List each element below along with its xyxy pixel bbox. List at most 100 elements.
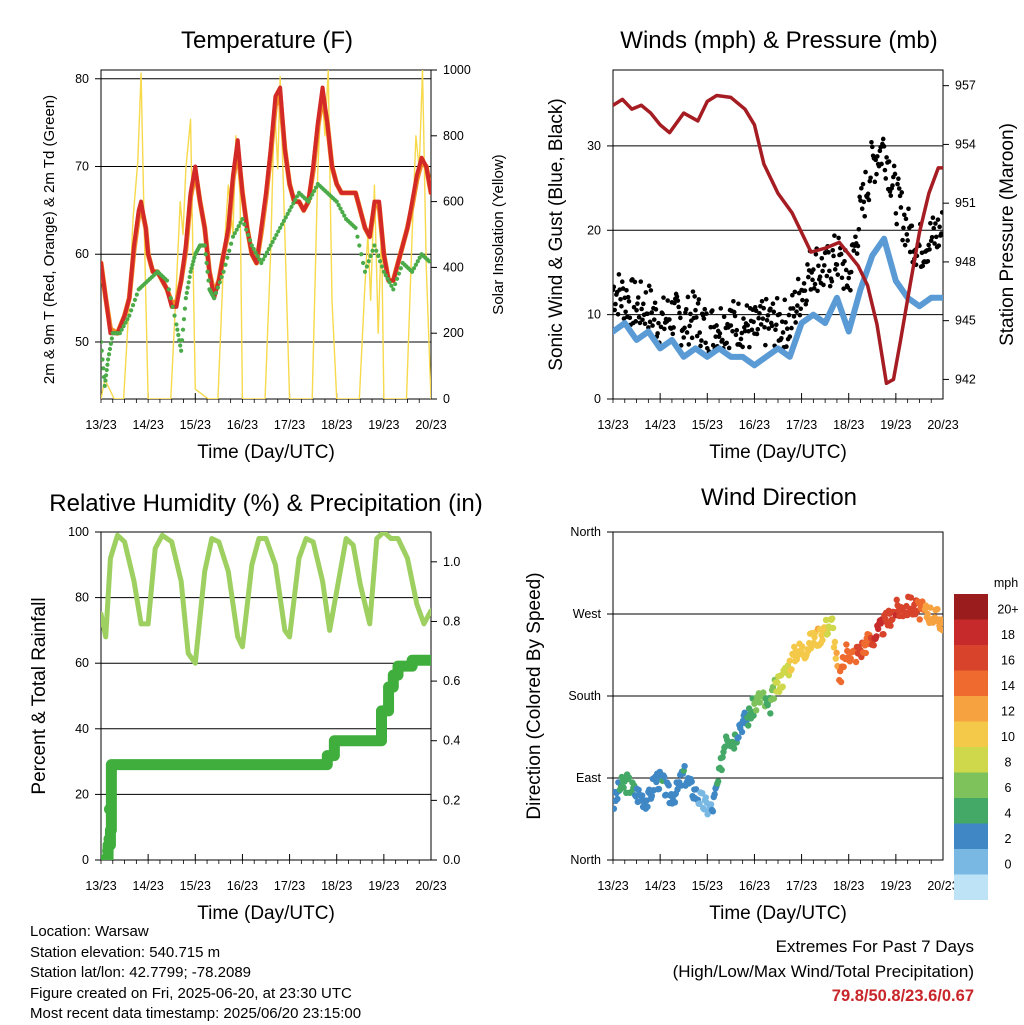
- gust-point: [789, 325, 794, 331]
- dewpoint-point: [127, 313, 132, 318]
- dewpoint-point: [234, 227, 239, 232]
- temperature-ylabel: 2m & 9m T (Red, Orange) & 2m Td (Green): [41, 95, 58, 384]
- humidity-xtick-label: 20/23: [415, 879, 446, 893]
- dewpoint-point: [123, 320, 128, 325]
- gust-point: [693, 307, 698, 313]
- gust-point: [893, 211, 899, 216]
- dewpoint-point: [101, 339, 104, 345]
- gust-point: [652, 300, 658, 306]
- gust-point: [674, 294, 680, 299]
- dewpoint-point: [238, 220, 243, 225]
- dewpoint-point: [417, 255, 422, 260]
- dewpoint-point: [101, 348, 104, 353]
- temperature-y2tick-label: 1000: [443, 63, 471, 77]
- dewpoint-point: [119, 327, 124, 332]
- gust-point: [636, 314, 642, 320]
- dewpoint-point: [259, 260, 264, 266]
- gust-point: [811, 267, 816, 272]
- wind-direction-points-group: [613, 593, 943, 818]
- gust-point: [906, 206, 911, 212]
- dewpoint-point: [202, 243, 207, 248]
- gust-point: [762, 325, 767, 330]
- gust-point: [873, 157, 878, 163]
- gust-point: [925, 258, 931, 264]
- temperature-xtick-label: 13/23: [85, 418, 116, 432]
- dewpoint-point: [274, 232, 279, 238]
- humidity-ytick-label: 80: [75, 591, 89, 605]
- gust-point: [866, 197, 872, 203]
- speed-legend-swatch: [954, 874, 988, 900]
- wind-direction-point: [752, 707, 760, 714]
- gust-point: [732, 313, 738, 319]
- gust-point: [734, 327, 740, 333]
- gust-point: [780, 330, 786, 335]
- speed-legend-swatch: [954, 798, 988, 824]
- gust-point: [769, 323, 775, 329]
- gust-point: [692, 294, 697, 299]
- dewpoint-point: [268, 243, 273, 248]
- wind-direction-point: [750, 712, 757, 719]
- wind_direction-xtick-label: 15/23: [692, 879, 723, 893]
- humidity-xtick-label: 15/23: [180, 879, 211, 893]
- dewpoint-point: [174, 322, 179, 327]
- dewpoint-point: [229, 241, 234, 246]
- wind_direction-xtick-label: 14/23: [645, 879, 676, 893]
- speed-legend-label: 6: [1005, 781, 1012, 795]
- gust-point: [635, 295, 641, 300]
- dewpoint-point: [342, 213, 347, 218]
- gust-point: [853, 234, 858, 240]
- gust-point: [795, 303, 800, 308]
- wind-direction-point: [903, 602, 910, 610]
- temperature-ytick-label: 80: [75, 72, 89, 86]
- gust-point: [795, 276, 801, 282]
- dewpoint-point: [168, 296, 173, 301]
- gust-point: [834, 262, 840, 267]
- gust-point: [694, 315, 699, 320]
- gust-point: [745, 322, 750, 328]
- humidity-y2tick-label: 0.6: [443, 674, 460, 688]
- speed-legend-label: 12: [1001, 705, 1015, 719]
- wind-direction-point: [655, 785, 663, 793]
- speed-legend-swatch: [954, 721, 988, 747]
- wind-direction-point: [620, 784, 627, 791]
- dewpoint-point: [175, 327, 180, 332]
- winds-y2tick-label: 954: [955, 137, 976, 151]
- dewpoint-point: [285, 211, 290, 216]
- speed-legend-label: 10: [1001, 730, 1015, 744]
- gust-point: [779, 335, 784, 341]
- winds-xtick-label: 20/23: [927, 418, 958, 432]
- dewpoint-point: [295, 194, 300, 199]
- gust-point: [909, 223, 915, 229]
- temperature-title: Temperature (F): [181, 27, 353, 54]
- gust-point: [763, 342, 768, 348]
- gust-point: [676, 304, 681, 310]
- dewpoint-point: [188, 269, 193, 274]
- winds-ytick-label: 30: [587, 139, 601, 153]
- dewpoint-point: [361, 260, 366, 266]
- winds-ytick-label: 0: [594, 392, 601, 406]
- gust-point: [688, 311, 693, 317]
- wind-direction-point: [798, 643, 806, 650]
- gust-point: [931, 225, 937, 231]
- gust-point: [875, 154, 880, 159]
- gust-point: [738, 336, 744, 342]
- dewpoint-point: [104, 367, 109, 373]
- gust-point: [790, 292, 795, 298]
- gust-point: [731, 298, 736, 304]
- gust-point: [672, 300, 677, 306]
- humidity-xtick-label: 18/23: [321, 879, 352, 893]
- wind-direction-point: [779, 683, 786, 690]
- dewpoint-point: [179, 348, 184, 353]
- dewpoint-point: [164, 278, 170, 283]
- gust-point: [704, 311, 709, 316]
- gust-point: [683, 306, 689, 312]
- gust-point: [699, 338, 704, 343]
- gust-point: [717, 331, 723, 336]
- dewpoint-point: [221, 269, 226, 274]
- dewpoint-point: [276, 229, 281, 234]
- temperature-xtick-label: 20/23: [415, 418, 446, 432]
- wind-direction-point: [819, 636, 826, 644]
- gust-point: [797, 312, 803, 318]
- speed-legend-swatch: [954, 747, 988, 773]
